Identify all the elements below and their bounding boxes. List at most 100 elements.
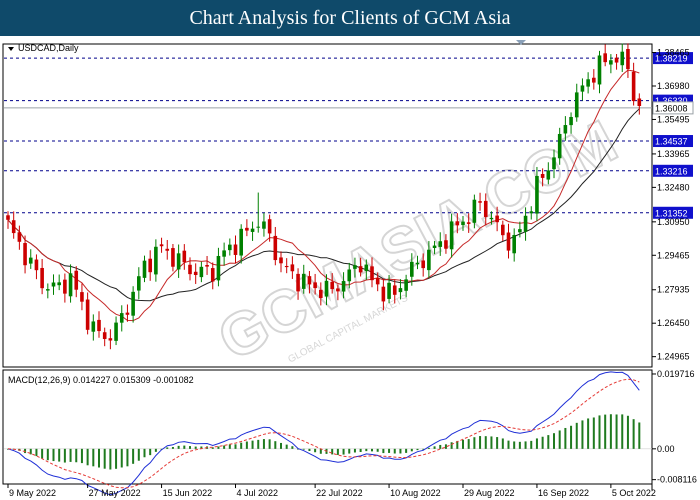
level-label-bg [653,206,693,219]
macd-histogram-bar [518,441,521,449]
macd-histogram-bar [496,437,499,449]
macd-histogram-bar [450,442,453,449]
candle-body [415,262,420,265]
date-tick-label: 5 Oct 2022 [612,488,656,498]
macd-histogram-bar [444,444,447,449]
candle-body [637,98,642,106]
macd-histogram-bar [365,448,368,452]
candle-body [267,219,272,234]
signal-line [7,378,640,489]
macd-histogram-bar [211,447,214,449]
macd-histogram-bar [262,439,265,449]
candle-body [347,269,352,282]
candle-body [518,229,522,233]
level-label: 1.36330 [655,96,688,106]
candle-body [455,221,460,226]
shift-marker-icon[interactable] [516,40,526,45]
date-tick-label: 4 Jul 2022 [237,488,279,498]
candle-body [57,282,61,286]
macd-histogram-bar [166,447,169,449]
candle-body [273,235,278,261]
candle-body [148,258,152,273]
macd-histogram-bar [240,442,243,449]
candle-body [46,289,50,291]
macd-histogram-bar [416,448,419,451]
macd-histogram-bar [342,448,345,455]
macd-histogram-bar [291,446,294,449]
candle-body [319,289,323,298]
price-tick-label: 1.27935 [657,285,690,295]
price-pane [2,43,653,368]
candle-body [620,51,625,66]
candle-body [250,228,255,232]
macd-pane [2,369,653,485]
macd-histogram-bar [632,419,635,449]
macd-histogram-bar [126,448,129,467]
macd-histogram-bar [456,440,459,449]
candle-body [85,299,90,330]
candle-body [614,57,619,63]
candle-body [535,175,539,214]
macd-histogram-bar [422,448,425,450]
candle-body [199,266,204,278]
macd-histogram-bar [132,448,135,464]
candle-body [245,227,249,231]
candle-body [404,279,408,291]
date-tick-label: 10 Aug 2022 [390,488,441,498]
candle-body [51,282,56,287]
macd-histogram-bar [513,441,516,449]
macd-tick-label: 0.019716 [657,369,695,379]
candle-body [529,211,534,214]
macd-histogram-bar [581,420,584,449]
macd-histogram-bar [399,448,402,454]
candle-body [569,116,573,126]
macd-histogram-bar [501,438,504,449]
macd-histogram-bar [29,448,32,455]
macd-histogram-bar [183,445,186,449]
price-tick-label: 1.24965 [657,352,690,362]
macd-histogram-bar [462,439,464,449]
level-label: 1.31352 [655,208,688,218]
candle-body [313,282,317,289]
macd-tick-label: 0.00 [657,444,675,454]
symbol-label: USDCAD,Daily [18,43,79,53]
macd-histogram-bar [24,448,27,454]
macd-histogram-bar [171,446,174,449]
macd-histogram-bar [274,441,277,449]
macd-histogram-bar [547,435,550,449]
collapse-triangle-icon[interactable] [8,47,14,51]
macd-histogram-bar [535,438,538,449]
candle-body [574,92,579,118]
macd-histogram-bar [524,441,527,449]
price-tick-label: 1.36980 [657,81,690,91]
candle-body [341,281,346,292]
candle-body [216,255,221,281]
candle-body [540,173,545,178]
level-label-bg [653,164,693,177]
macd-histogram-bar [371,448,373,452]
macd-histogram-bar [393,448,396,454]
candle-body [279,257,283,264]
candle-body [193,271,198,276]
candle-body [171,248,175,267]
price-tick-label: 1.38465 [657,48,690,58]
candle-body [142,260,147,278]
macd-histogram-bar [257,439,260,449]
macd-histogram-bar [115,448,118,469]
macd-histogram-bar [217,446,220,449]
candle-body [80,292,84,302]
macd-histogram-bar [154,448,157,452]
candle-body [301,273,306,289]
macd-histogram-bar [189,446,191,449]
macd-histogram-bar [149,448,152,456]
candle-body [444,240,448,249]
candle-body [102,332,107,339]
candle-body [137,276,141,291]
level-label-bg [653,52,693,65]
candle-body [165,248,170,251]
candle-body [603,53,607,63]
macd-histogram-bar [410,448,413,452]
candle-body [74,270,79,290]
macd-histogram-bar [433,446,436,449]
candle-body [330,281,334,290]
